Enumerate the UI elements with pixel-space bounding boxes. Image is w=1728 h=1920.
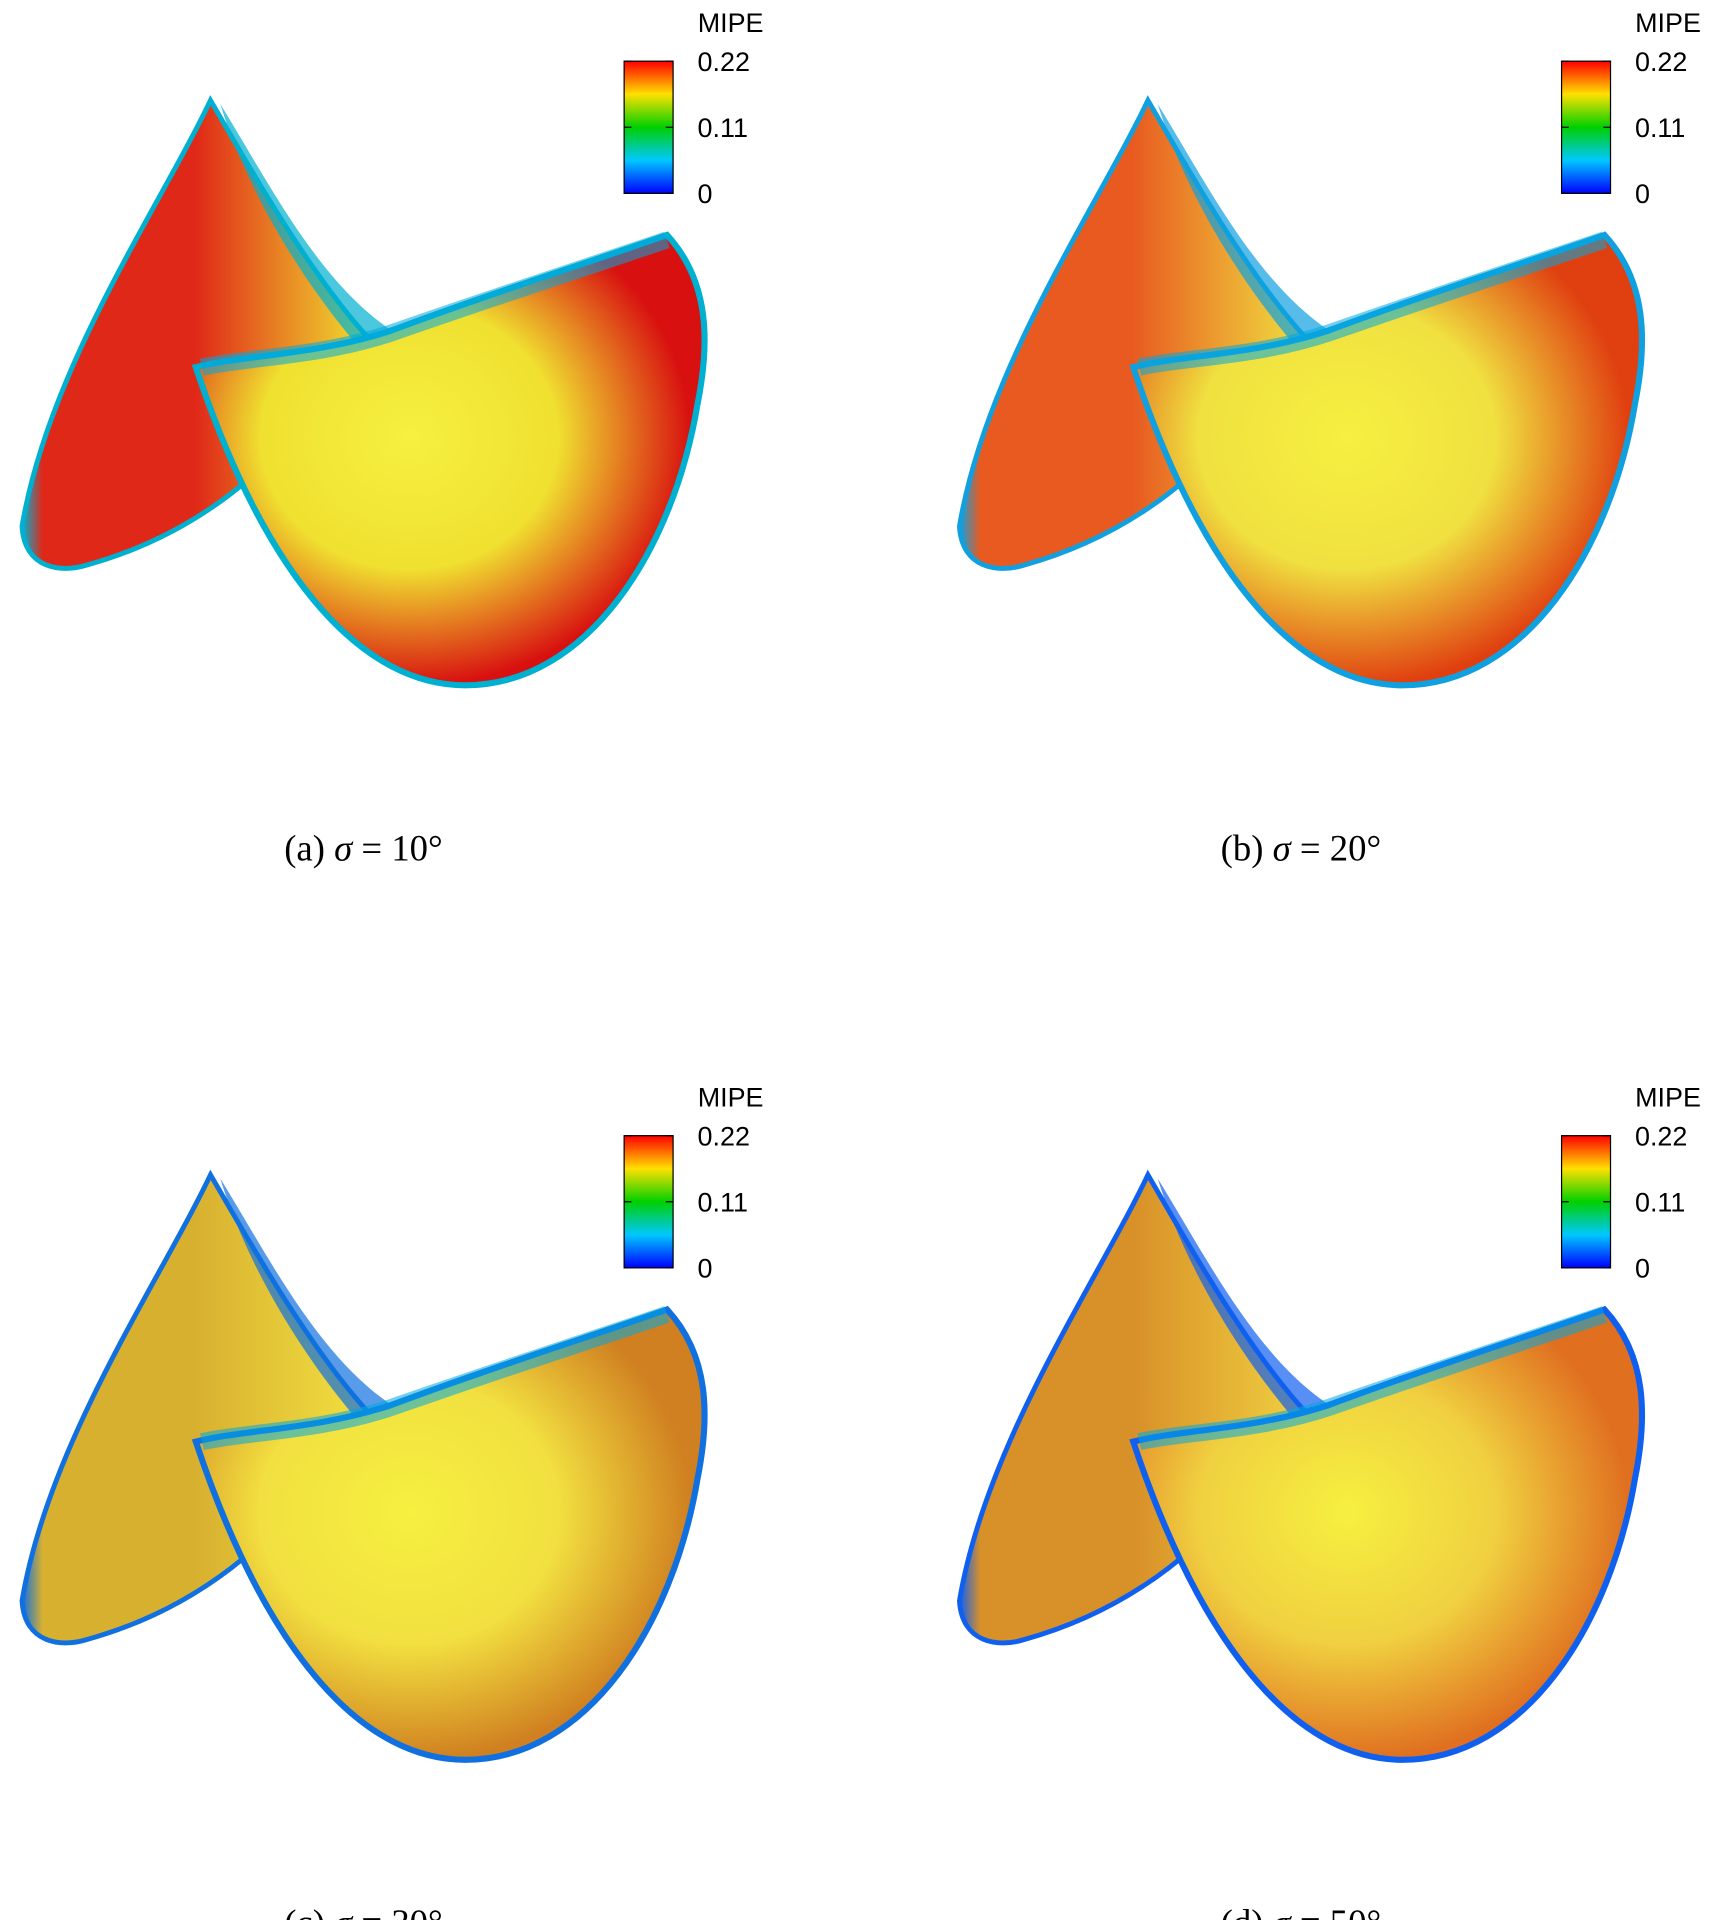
colorbar xyxy=(1560,1135,1612,1269)
leaflet-back xyxy=(1157,104,1330,343)
leaflet-rim xyxy=(200,231,670,376)
leaflet-rim xyxy=(1137,1306,1608,1451)
colorbar-title: MIPE xyxy=(698,1082,764,1112)
leaflet-rim xyxy=(200,1306,670,1451)
colorbar-tick-label: 0.22 xyxy=(1635,47,1687,77)
caption-value: = 10° xyxy=(361,827,442,868)
caption: (a) σ = 10° xyxy=(284,827,443,868)
colorbar-tick-label: 0.11 xyxy=(698,1188,748,1218)
colorbar-tick-label: 0 xyxy=(698,1254,713,1284)
caption-label: (d) xyxy=(1221,1902,1264,1920)
caption-variable: σ xyxy=(1273,1902,1293,1920)
panel: MIPE 0 0.11 0.22 (c) σ = 30° xyxy=(19,1082,764,1920)
colorbar xyxy=(623,60,674,194)
caption-label: (b) xyxy=(1221,827,1264,868)
panel: MIPE 0 0.11 0.22 (b) σ = 20° xyxy=(956,8,1701,868)
caption: (c) σ = 30° xyxy=(284,1902,443,1920)
caption-value: = 30° xyxy=(361,1902,442,1920)
colorbar-tick-label: 0.11 xyxy=(1635,113,1685,143)
colorbar-title: MIPE xyxy=(1635,8,1701,38)
leaflet-back xyxy=(1157,1178,1330,1418)
caption-value: = 20° xyxy=(1300,827,1381,868)
colorbar-tick-label: 0.22 xyxy=(698,47,750,77)
colorbar-title: MIPE xyxy=(1635,1082,1701,1112)
colorbar-tick-label: 0.22 xyxy=(1635,1121,1687,1151)
caption-label: (c) xyxy=(284,1902,325,1920)
colorbar-tick-label: 0.11 xyxy=(698,113,748,143)
leaflet-rim xyxy=(1137,231,1608,376)
colorbar-title: MIPE xyxy=(698,8,764,38)
colorbar-tick-label: 0 xyxy=(1635,179,1650,209)
caption: (b) σ = 20° xyxy=(1221,827,1382,868)
leaflet-back xyxy=(220,1178,392,1418)
caption-value: = 50° xyxy=(1300,1902,1381,1920)
caption: (d) σ = 50° xyxy=(1221,1902,1382,1920)
leaflet-back xyxy=(220,104,392,343)
colorbar-tick-label: 0 xyxy=(1635,1254,1650,1284)
caption-label: (a) xyxy=(284,827,325,868)
caption-variable: σ xyxy=(1273,827,1293,868)
colorbar-tick-label: 0.22 xyxy=(698,1121,750,1151)
panel: MIPE 0 0.11 0.22 (d) σ = 50° xyxy=(956,1082,1701,1920)
colorbar-tick-label: 0.11 xyxy=(1635,1188,1685,1218)
figure-content: MIPE 0 0.11 0.22 (a) σ = 10° MIPE 0 0.11 0.22 (b)… xyxy=(19,8,1701,1920)
caption-variable: σ xyxy=(334,1902,354,1920)
caption-variable: σ xyxy=(334,827,354,868)
colorbar-tick-label: 0 xyxy=(698,179,713,209)
panel: MIPE 0 0.11 0.22 (a) σ = 10° xyxy=(19,8,764,868)
